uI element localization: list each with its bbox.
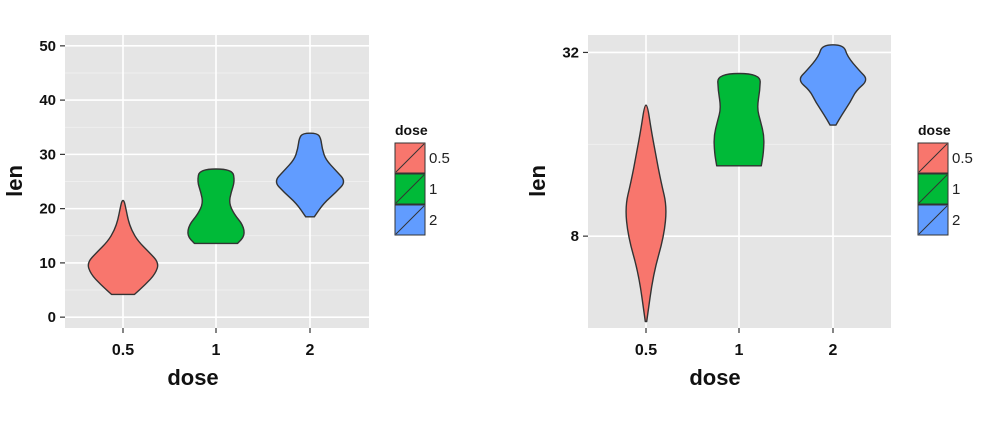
x-tick-label: 1 [212,342,221,359]
legend-swatch-slash [918,143,948,173]
y-axis: 0 10 20 30 40 50 [39,38,65,326]
x-tick-label: 0.5 [635,342,657,359]
legend-label: 2 [952,212,960,229]
x-axis-title: dose [167,365,218,390]
y-tick-label: 30 [39,146,56,163]
legend-label: 1 [952,181,960,198]
legend-key [917,142,949,174]
legend-swatch-slash [918,205,948,235]
x-tick-label: 0.5 [112,342,134,359]
y-axis: 8 32 [562,44,588,245]
x-axis: 0.5 1 2 [635,328,838,359]
legend-key [394,204,426,236]
legend-label: 1 [429,181,437,198]
y-tick-label: 8 [571,228,579,245]
legend-swatch-slash [395,174,425,204]
violin-0.5 [87,199,159,296]
legend-title: dose [395,122,428,138]
x-tick-label: 2 [829,342,838,359]
legend-title: dose [918,122,951,138]
violin-1 [187,168,245,245]
legend-label: 2 [429,212,437,229]
x-tick-label: 1 [735,342,744,359]
violin-1 [713,72,765,167]
y-tick-label: 40 [39,92,56,109]
legend-swatch-slash [395,205,425,235]
legend-swatch-slash [918,174,948,204]
violin-2 [275,132,345,218]
violin-0.5 [625,104,667,323]
legend-label: 0.5 [429,150,450,167]
x-axis: 0.5 1 2 [112,328,315,359]
legend-key [394,142,426,174]
y-tick-label: 20 [39,201,56,218]
legend-key [917,204,949,236]
legend-key [917,173,949,205]
y-axis-title: len [2,165,27,197]
legend-swatch-slash [395,143,425,173]
violin-2 [799,44,867,126]
x-axis-title: dose [689,365,740,390]
y-tick-label: 0 [48,309,56,326]
y-tick-label: 10 [39,255,56,272]
y-tick-label: 50 [39,38,56,55]
x-tick-label: 2 [306,342,315,359]
y-tick-label: 32 [562,44,579,61]
legend-key [394,173,426,205]
violins [625,44,867,323]
legend-label: 0.5 [952,150,973,167]
violins [87,132,345,296]
y-axis-title: len [525,165,550,197]
